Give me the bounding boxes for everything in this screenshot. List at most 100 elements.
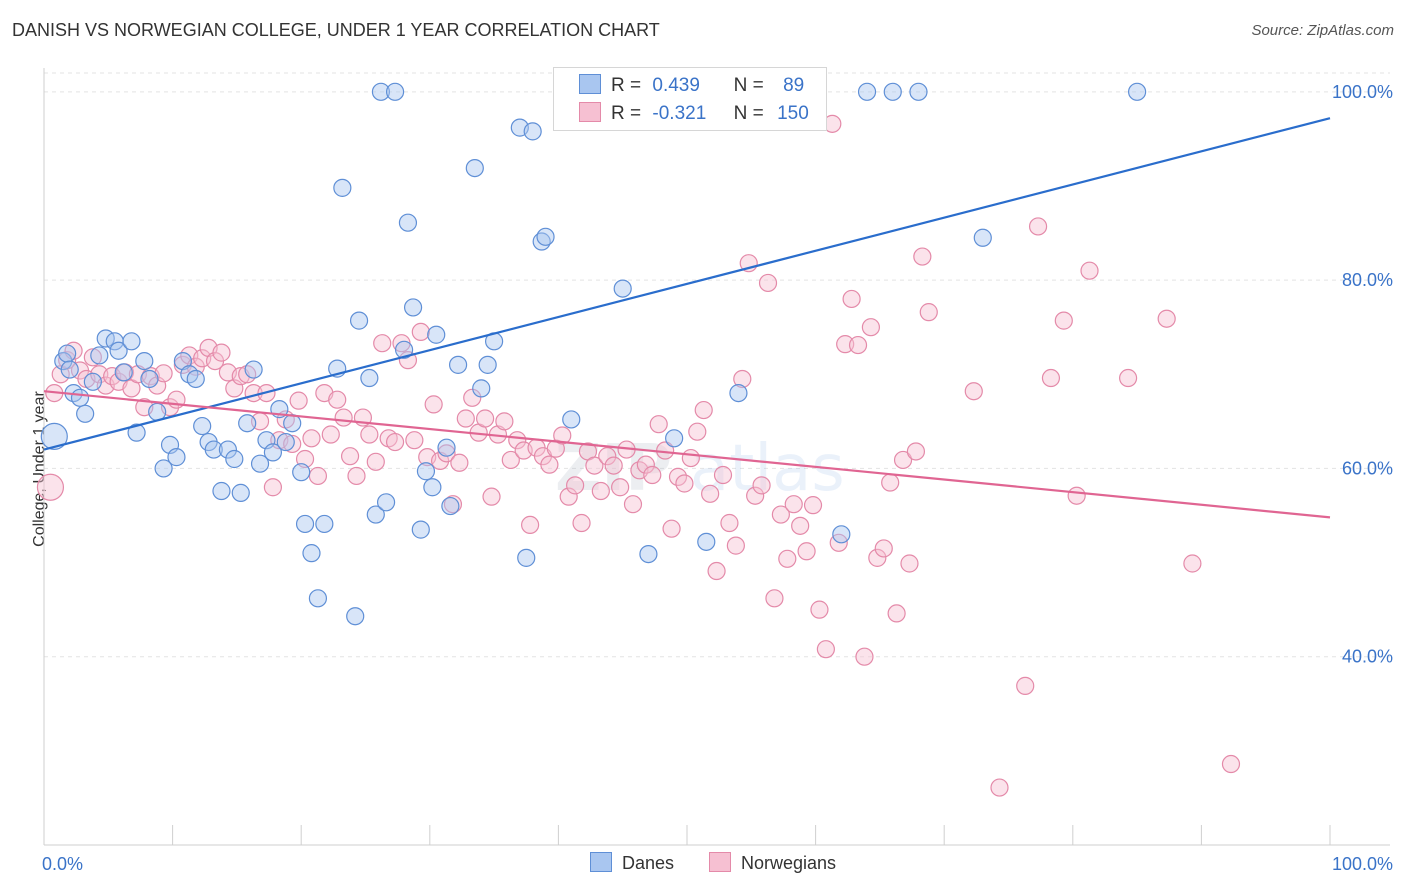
- danes-point-40: [295, 514, 315, 534]
- danes-point-11: [109, 341, 128, 360]
- norwegians-point-50: [360, 425, 379, 444]
- norwegians-point-128: [861, 318, 880, 337]
- norwegians-point-143: [1054, 311, 1073, 330]
- danes-point-35: [263, 443, 283, 462]
- danes-point-69: [523, 122, 542, 141]
- chart-title: DANISH VS NORWEGIAN COLLEGE, UNDER 1 YEA…: [12, 20, 660, 40]
- legend-row-norwegians: R = -0.321 N = 150: [579, 102, 809, 126]
- danes-point-53: [394, 340, 414, 359]
- danes-n-value: 89: [783, 75, 805, 96]
- norwegians-point-130: [874, 539, 893, 558]
- norwegians-trend-line: [43, 390, 1331, 519]
- norwegians-point-140: [1016, 676, 1035, 695]
- bottom-legend-norwegians: Norwegians: [709, 852, 836, 874]
- danes-point-41: [302, 544, 321, 563]
- danes-point-82: [909, 82, 928, 101]
- norwegians-point-86: [591, 481, 610, 501]
- norwegians-point-124: [836, 335, 855, 354]
- danes-point-49: [366, 505, 385, 524]
- danes-point-5: [70, 388, 90, 407]
- norwegians-point-107: [726, 536, 745, 555]
- trend-lines: [43, 117, 1331, 519]
- danes-point-31: [238, 414, 257, 433]
- norwegians-point-146: [1118, 368, 1138, 388]
- norwegians-point-41: [302, 429, 321, 448]
- norwegians-point-38: [283, 434, 302, 454]
- danes-point-3: [60, 360, 79, 379]
- norwegians-point-127: [855, 647, 874, 666]
- norwegians-point-101: [688, 422, 707, 441]
- chart-source: Source: ZipAtlas.com: [1251, 22, 1394, 39]
- norwegians-r-label: R =: [611, 103, 642, 124]
- norwegians-point-102: [694, 400, 713, 420]
- danes-point-38: [283, 414, 302, 433]
- norwegians-point-94: [643, 465, 662, 485]
- norwegians-point-95: [649, 415, 668, 434]
- norwegians-point-144: [1067, 486, 1086, 505]
- danes-point-51: [376, 493, 396, 512]
- norwegians-r-value: -0.321: [652, 103, 707, 124]
- danes-swatch: [579, 74, 601, 94]
- norwegians-point-136: [913, 247, 932, 266]
- legend-row-danes: R = 0.439 N = 89: [579, 74, 804, 98]
- grid-lines: ZIP atlas: [44, 72, 1390, 658]
- danes-point-47: [349, 311, 369, 330]
- danes-point-71: [536, 227, 555, 246]
- danes-point-60: [437, 438, 456, 457]
- norwegians-point-147: [1157, 309, 1176, 328]
- danes-point-32: [244, 360, 263, 379]
- norwegians-point-141: [1028, 217, 1048, 236]
- danes-point-37: [276, 432, 295, 452]
- danes-point-8: [90, 346, 109, 365]
- danes-point-65: [478, 355, 497, 374]
- danes-point-79: [832, 525, 851, 544]
- danes-point-29: [225, 449, 244, 469]
- norwegians-point-82: [566, 476, 585, 495]
- norwegians-point-106: [720, 513, 739, 533]
- norwegians-point-83: [572, 513, 591, 533]
- norwegians-point-75: [521, 515, 540, 535]
- norwegians-point-116: [784, 495, 803, 514]
- norwegians-point-133: [893, 450, 913, 470]
- norwegians-point-115: [778, 549, 797, 568]
- norwegians-point-87: [598, 447, 617, 466]
- danes-point-78: [729, 383, 748, 403]
- bottom-danes-label: Danes: [622, 853, 675, 873]
- norwegians-point-138: [964, 382, 983, 401]
- danes-point-12: [114, 363, 133, 382]
- danes-point-28: [218, 440, 237, 459]
- danes-point-33: [250, 454, 270, 473]
- norwegians-point-135: [906, 442, 926, 461]
- y-tick-label-1: 60.0%: [1342, 458, 1393, 478]
- danes-point-48: [360, 368, 379, 388]
- danes-point-20: [167, 448, 186, 467]
- bottom-danes-swatch: [590, 852, 612, 872]
- norwegians-point-48: [347, 466, 366, 486]
- norwegians-point-64: [450, 453, 469, 472]
- danes-point-83: [973, 228, 992, 247]
- norwegians-point-117: [791, 516, 810, 535]
- norwegians-point-131: [881, 473, 900, 492]
- norwegians-point-0: [36, 473, 65, 501]
- norwegians-point-105: [713, 465, 733, 485]
- norwegians-point-100: [681, 448, 700, 468]
- norwegians-point-104: [707, 561, 726, 581]
- danes-point-56: [411, 520, 430, 539]
- norwegians-n-value: 150: [777, 103, 809, 124]
- danes-point-6: [76, 404, 95, 423]
- norwegians-point-57: [405, 431, 424, 450]
- norwegians-point-69: [482, 487, 501, 506]
- danes-point-46: [346, 607, 365, 626]
- danes-point-84: [1127, 82, 1147, 101]
- norwegians-point-78: [540, 455, 559, 474]
- norwegians-point-46: [334, 408, 353, 427]
- norwegians-point-88: [604, 456, 623, 475]
- x-tick-label-0: 0.0%: [42, 854, 83, 874]
- danes-point-68: [517, 548, 536, 567]
- danes-point-43: [315, 514, 334, 534]
- danes-point-23: [186, 369, 205, 389]
- danes-points: [40, 82, 1147, 626]
- y-tick-label-0: 40.0%: [1342, 647, 1393, 667]
- y-tick-label-3: 100.0%: [1332, 82, 1393, 102]
- norwegians-point-125: [842, 289, 861, 309]
